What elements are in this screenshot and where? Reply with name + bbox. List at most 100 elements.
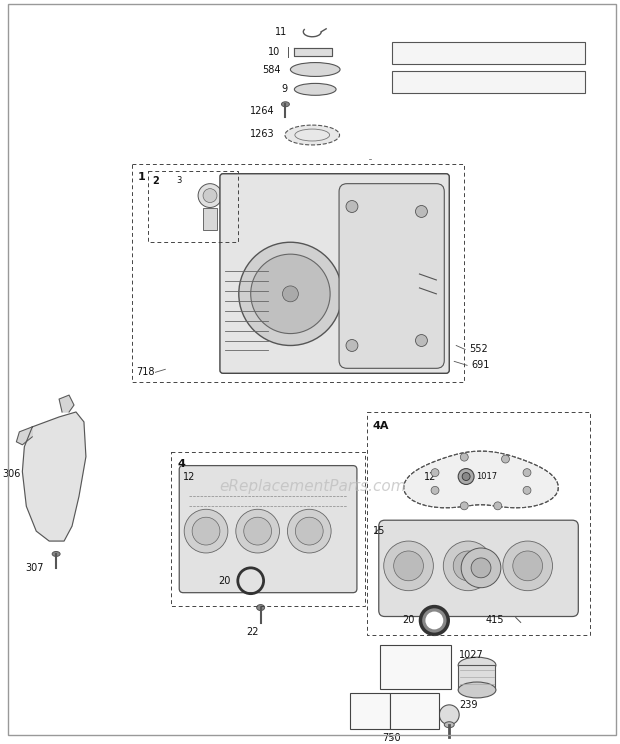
Text: 20: 20 xyxy=(402,615,415,626)
Circle shape xyxy=(415,335,427,347)
Circle shape xyxy=(502,455,510,463)
Ellipse shape xyxy=(363,715,377,722)
Circle shape xyxy=(203,189,217,202)
Circle shape xyxy=(244,517,272,545)
Text: 12: 12 xyxy=(183,472,195,481)
Text: 415: 415 xyxy=(486,615,505,626)
Text: 718: 718 xyxy=(136,368,155,377)
Polygon shape xyxy=(22,412,86,541)
FancyBboxPatch shape xyxy=(339,184,445,368)
Text: 552: 552 xyxy=(469,344,488,354)
Circle shape xyxy=(346,339,358,351)
Ellipse shape xyxy=(458,657,496,673)
Text: 9: 9 xyxy=(281,84,288,94)
Circle shape xyxy=(236,510,280,553)
Text: 1330 REPAIR MANUAL: 1330 REPAIR MANUAL xyxy=(433,78,543,87)
Text: 943: 943 xyxy=(394,701,411,710)
Circle shape xyxy=(461,548,501,588)
Text: 1027: 1027 xyxy=(459,650,484,660)
Circle shape xyxy=(431,487,439,494)
Circle shape xyxy=(420,606,448,635)
Bar xyxy=(131,164,464,382)
Circle shape xyxy=(192,517,220,545)
Circle shape xyxy=(184,510,228,553)
Text: 4A: 4A xyxy=(373,421,389,431)
Circle shape xyxy=(494,502,502,510)
Polygon shape xyxy=(404,451,559,508)
Text: 965: 965 xyxy=(354,701,371,710)
Circle shape xyxy=(425,612,443,629)
Text: 4: 4 xyxy=(177,458,185,469)
Circle shape xyxy=(523,469,531,477)
Text: 11: 11 xyxy=(275,27,288,36)
Polygon shape xyxy=(294,48,332,56)
Text: 1058 OPERATOR'S MANUAL: 1058 OPERATOR'S MANUAL xyxy=(418,48,557,57)
Text: 3: 3 xyxy=(176,176,182,185)
Text: 584: 584 xyxy=(262,65,280,74)
Text: 12: 12 xyxy=(424,472,436,481)
Ellipse shape xyxy=(285,125,340,145)
Bar xyxy=(148,171,238,243)
Ellipse shape xyxy=(402,715,420,722)
Text: 691: 691 xyxy=(471,360,489,371)
Circle shape xyxy=(458,469,474,484)
Polygon shape xyxy=(59,395,74,412)
Bar xyxy=(203,208,217,231)
FancyBboxPatch shape xyxy=(179,466,357,593)
Ellipse shape xyxy=(281,102,290,106)
FancyBboxPatch shape xyxy=(220,174,450,373)
Circle shape xyxy=(453,551,483,581)
Ellipse shape xyxy=(458,682,496,698)
Text: 1: 1 xyxy=(138,172,145,182)
Circle shape xyxy=(415,205,427,217)
Text: 1024: 1024 xyxy=(385,653,408,662)
Circle shape xyxy=(471,558,491,578)
Text: 10: 10 xyxy=(268,47,280,57)
Text: 306: 306 xyxy=(2,469,20,478)
Circle shape xyxy=(288,510,331,553)
Ellipse shape xyxy=(424,655,431,660)
Circle shape xyxy=(239,243,342,345)
Text: 239: 239 xyxy=(459,700,477,710)
Circle shape xyxy=(513,551,542,581)
Circle shape xyxy=(440,705,459,725)
Circle shape xyxy=(384,541,433,591)
Text: eReplacementParts.com: eReplacementParts.com xyxy=(219,479,405,494)
Text: 750: 750 xyxy=(383,733,401,743)
Text: 15: 15 xyxy=(373,526,385,536)
Ellipse shape xyxy=(445,722,454,728)
Bar xyxy=(350,693,390,728)
Circle shape xyxy=(295,517,323,545)
Bar xyxy=(392,71,585,93)
Bar xyxy=(367,412,590,635)
Circle shape xyxy=(346,201,358,213)
Bar xyxy=(380,645,451,689)
Circle shape xyxy=(394,551,423,581)
Circle shape xyxy=(283,286,298,302)
Circle shape xyxy=(523,487,531,494)
Text: 2: 2 xyxy=(153,176,159,186)
Ellipse shape xyxy=(294,83,336,95)
Ellipse shape xyxy=(257,605,265,611)
Bar xyxy=(392,42,585,63)
Text: 20: 20 xyxy=(218,576,231,586)
Text: 1264: 1264 xyxy=(250,106,275,116)
Text: 1263: 1263 xyxy=(250,129,275,139)
Circle shape xyxy=(443,541,493,591)
Bar xyxy=(171,452,365,606)
Text: 1017: 1017 xyxy=(476,472,497,481)
Bar xyxy=(390,693,440,728)
Circle shape xyxy=(460,502,468,510)
FancyBboxPatch shape xyxy=(379,520,578,617)
Ellipse shape xyxy=(290,62,340,77)
Circle shape xyxy=(422,673,433,685)
Text: 307: 307 xyxy=(25,563,44,573)
Ellipse shape xyxy=(52,551,60,557)
Bar xyxy=(458,665,495,690)
Circle shape xyxy=(460,453,468,461)
Circle shape xyxy=(198,184,222,208)
Text: 22: 22 xyxy=(246,627,259,638)
Circle shape xyxy=(250,254,330,333)
Polygon shape xyxy=(16,427,32,445)
Circle shape xyxy=(503,541,552,591)
